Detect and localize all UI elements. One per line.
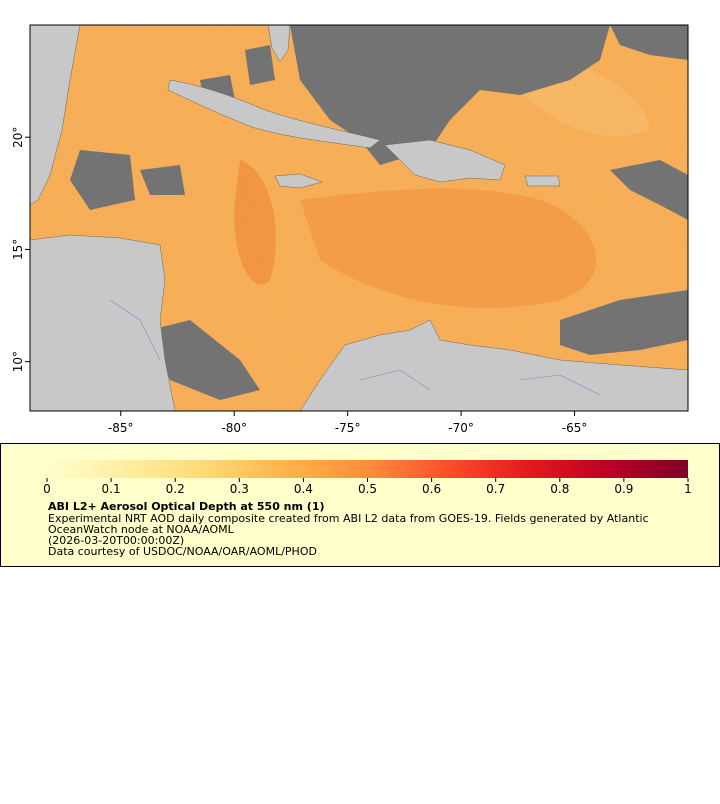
colorbar-tick-label: 0.1 — [102, 482, 121, 496]
legend-description: (2026-03-20T00:00:00Z) — [48, 534, 184, 547]
x-tick-label: -65° — [562, 421, 588, 435]
colorbar-tick-label: 0.5 — [358, 482, 377, 496]
colorbar-tick-label: 0.6 — [422, 482, 441, 496]
colorbar-tick-label: 0.4 — [294, 482, 313, 496]
colorbar-tick-label: 0.3 — [230, 482, 249, 496]
legend-description: OceanWatch node at NOAA/AOML — [48, 523, 235, 536]
legend-credit: Data courtesy of USDOC/NOAA/OAR/AOML/PHO… — [48, 545, 317, 558]
x-tick-label: -70° — [448, 421, 474, 435]
y-tick-label: 15° — [11, 239, 25, 260]
legend-description: Experimental NRT AOD daily composite cre… — [48, 512, 649, 525]
x-tick-label: -80° — [221, 421, 247, 435]
colorbar-ticks: 0 0.1 0.2 0.3 0.4 0.5 0.6 0.7 0.8 0.9 1 — [43, 478, 692, 496]
map-image — [30, 25, 688, 411]
colorbar-tick-label: 0.7 — [486, 482, 505, 496]
colorbar-tick-label: 1 — [684, 482, 692, 496]
colorbar — [47, 460, 688, 478]
colorbar-tick-label: 0 — [43, 482, 51, 496]
map-frame — [29, 24, 689, 412]
y-tick-label: 10° — [11, 351, 25, 372]
colorbar-tick-label: 0.2 — [166, 482, 185, 496]
x-tick-label: -85° — [108, 421, 134, 435]
x-tick-label: -75° — [335, 421, 361, 435]
map-axes: -85° -80° -75° -70° -65° 10° 15° 20° — [11, 127, 587, 435]
legend-title: ABI L2+ Aerosol Optical Depth at 550 nm … — [48, 500, 325, 513]
colorbar-tick-label: 0.9 — [614, 482, 633, 496]
y-tick-label: 20° — [11, 127, 25, 148]
colorbar-tick-label: 0.8 — [550, 482, 569, 496]
